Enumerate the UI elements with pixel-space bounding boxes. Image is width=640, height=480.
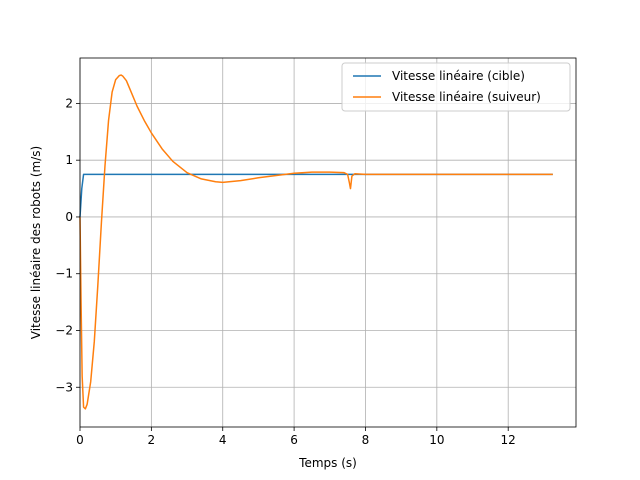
y-tick-label: −2: [55, 323, 73, 337]
legend-entry: Vitesse linéaire (cible): [392, 69, 525, 83]
x-tick-label: 10: [429, 433, 444, 447]
x-tick-label: 8: [362, 433, 370, 447]
y-tick-label: −1: [55, 267, 73, 281]
x-tick-label: 6: [290, 433, 298, 447]
x-axis-label: Temps (s): [298, 456, 357, 470]
x-tick-label: 4: [219, 433, 227, 447]
y-tick-label: 1: [65, 153, 73, 167]
y-axis-label: Vitesse linéaire des robots (m/s): [29, 146, 43, 339]
plot-area: [80, 58, 576, 427]
x-tick-label: 2: [148, 433, 156, 447]
series-line-1: [79, 74, 553, 410]
grid: [79, 58, 576, 427]
y-tick-label: −3: [55, 380, 73, 394]
legend: Vitesse linéaire (cible) Vitesse linéaire…: [341, 62, 571, 112]
axes-frame: [79, 57, 577, 428]
legend-entry: Vitesse linéaire (suiveur): [392, 90, 541, 104]
series-layer: [79, 74, 553, 410]
x-tick-label: 12: [501, 433, 516, 447]
y-tick-label: 2: [65, 96, 73, 110]
x-tick-label: 0: [76, 433, 84, 447]
y-tick-label: 0: [65, 210, 73, 224]
legend-box: [341, 62, 571, 112]
